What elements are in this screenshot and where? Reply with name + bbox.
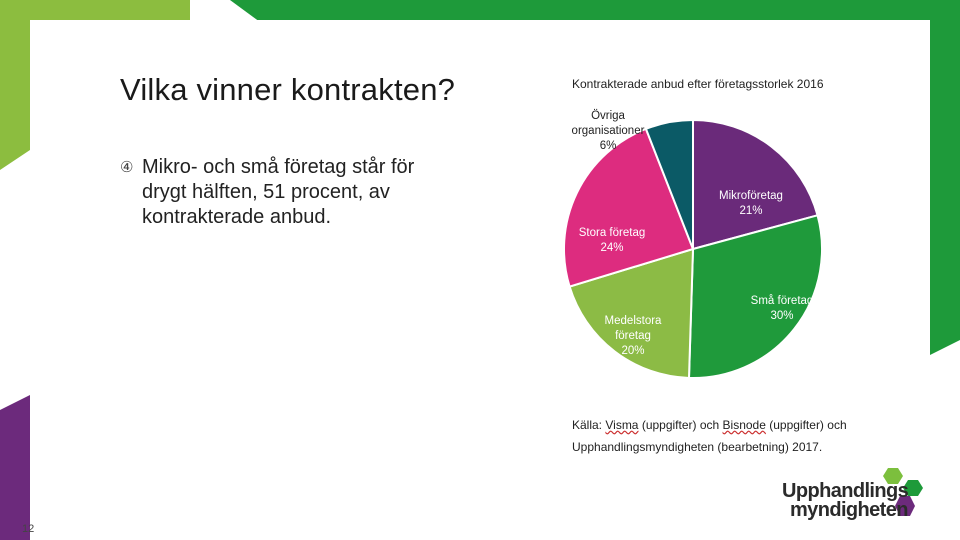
source-mid1: (uppgifter) och	[638, 418, 723, 432]
pie-label-1: Mikroföretag 21%	[719, 190, 783, 217]
chart-title: Kontrakterade anbud efter företagsstorle…	[572, 77, 824, 91]
pie-label-4: Stora företag 24%	[579, 227, 645, 254]
page-title: Vilka vinner kontrakten?	[120, 72, 456, 107]
pie-slice-1	[692, 118, 819, 251]
logo-line2: myndigheten	[790, 499, 908, 521]
logo-hex-purple	[895, 496, 915, 516]
pie-slices	[563, 118, 823, 379]
pie-label-2: Små företag 30%	[751, 295, 814, 322]
logo-hex-green	[883, 468, 903, 484]
source-mid2: (uppgifter) och Upphandlingsmyndigheten …	[572, 418, 847, 454]
source-bisnode: Bisnode	[722, 418, 766, 432]
pie-label-5: Övriga organisationer 6%	[572, 110, 645, 152]
top-green-band	[230, 0, 960, 22]
pie-slice-5	[644, 118, 694, 250]
bullet-point: ④ Mikro- och små företag står för drygt …	[120, 155, 460, 230]
bullet-marker-icon: ④	[120, 159, 134, 176]
pie-chart: Kontrakterade anbud efter företagsstorle…	[563, 77, 824, 379]
source-prefix: Källa:	[572, 418, 606, 432]
bullet-text: Mikro- och små företag står för drygt hä…	[142, 156, 415, 228]
pie-slice-2	[687, 214, 823, 379]
top-left-lime-triangle	[0, 0, 190, 170]
right-green-band	[930, 22, 960, 355]
pie-label-3: Medelstora företag 20%	[605, 315, 662, 357]
source-note: Källa: Visma (uppgifter) och Bisnode (up…	[572, 414, 902, 458]
upphandlingsmyndigheten-logo: Upphandlings myndigheten	[782, 468, 923, 521]
bottom-left-purple-band	[0, 395, 30, 540]
page-number: 12	[22, 523, 35, 535]
source-visma: Visma	[605, 418, 639, 432]
pie-labels: Mikroföretag 21% Små företag 30% Medelstora f…	[572, 110, 814, 357]
logo-hex-darkgreen	[903, 480, 923, 496]
pie-slice-3	[568, 247, 695, 379]
logo-line1: Upphandlings	[782, 480, 909, 502]
